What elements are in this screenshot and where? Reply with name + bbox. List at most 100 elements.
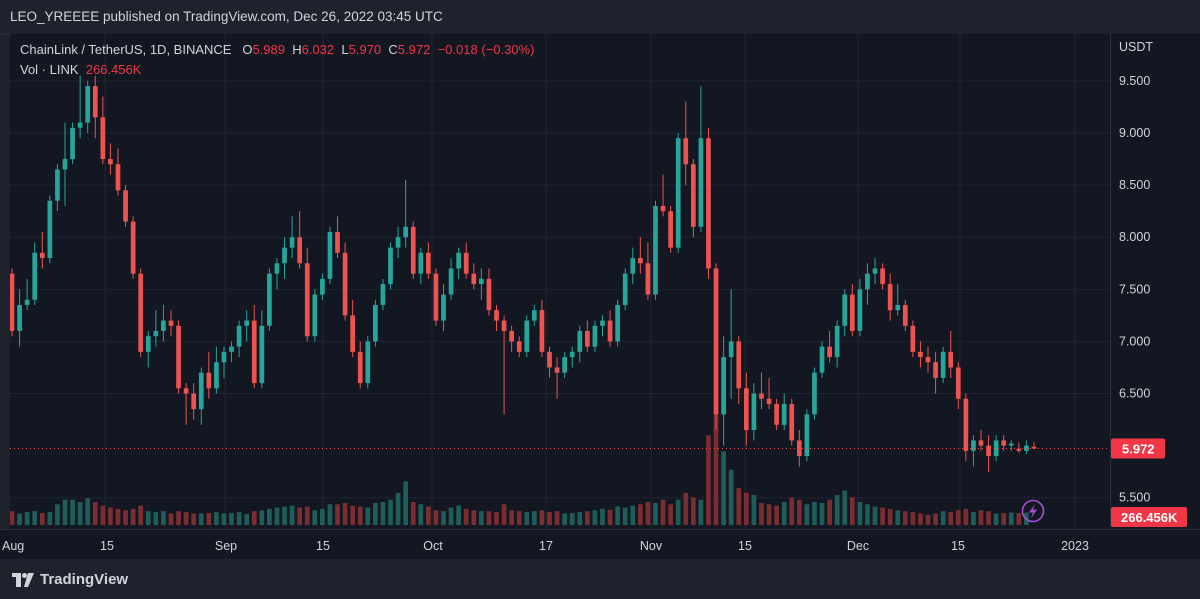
candle-body	[645, 263, 651, 295]
candle-body	[304, 263, 310, 337]
volume-bar	[918, 513, 923, 525]
candle-body	[259, 325, 265, 384]
volume-bar	[85, 498, 91, 525]
volume-bar	[653, 502, 658, 525]
volume-bar	[39, 513, 45, 525]
candle-body	[637, 258, 643, 264]
candle-body	[327, 232, 333, 279]
candle-body	[39, 252, 45, 259]
candle-body	[895, 304, 901, 311]
candle-body	[501, 320, 507, 331]
candle-body	[1001, 440, 1007, 446]
volume-label[interactable]: Vol · LINK	[20, 62, 79, 77]
candle-body	[335, 232, 340, 253]
candle-body	[524, 320, 530, 352]
volume-bar	[342, 502, 348, 525]
tradingview-logo[interactable]: TradingView	[12, 571, 128, 588]
candle-body	[668, 211, 673, 248]
volume-bar	[978, 510, 984, 525]
volume-bar	[743, 492, 749, 525]
candle-body	[115, 164, 121, 191]
candle-body	[819, 346, 825, 373]
lightning-icon[interactable]	[1021, 499, 1045, 523]
candle-body	[600, 320, 605, 326]
candle-body	[24, 299, 30, 305]
candle-body	[910, 325, 916, 352]
candle-body	[562, 357, 567, 373]
candle-body	[403, 226, 409, 238]
time-axis[interactable]: Aug 15 Sep 15 Oct 17 Nov 15 Dec 15 2023	[0, 529, 1200, 560]
candle-body	[161, 320, 166, 331]
candle-body	[963, 398, 969, 451]
time-tick-label: 15	[100, 539, 114, 553]
volume-bar	[728, 469, 734, 525]
price-tick-label: 9.000	[1119, 126, 1150, 140]
volume-bar	[479, 511, 484, 525]
candle-body	[380, 284, 386, 305]
volume-bar	[403, 481, 409, 525]
candle-body	[320, 278, 325, 295]
candle-body	[585, 331, 590, 347]
candle-body	[206, 372, 212, 389]
time-tick-label: 17	[539, 539, 553, 553]
candle-body	[880, 268, 885, 285]
candle-body	[191, 393, 197, 410]
last-volume-tag	[1111, 507, 1187, 527]
candle-body	[100, 117, 106, 160]
volume-bar	[380, 502, 386, 525]
price-tick-label: 7.500	[1119, 282, 1150, 296]
volume-bar	[630, 505, 636, 525]
time-tick-label: 15	[951, 539, 965, 553]
volume-bar	[433, 510, 439, 525]
candle-body	[448, 268, 454, 295]
candle-body	[221, 351, 227, 363]
volume-bar	[259, 510, 265, 525]
candle-body	[92, 86, 98, 118]
volume-bar	[789, 497, 795, 525]
volume-bar	[108, 507, 113, 525]
candle-body	[925, 357, 931, 363]
time-tick-label: Sep	[215, 539, 237, 553]
volume-bar	[698, 499, 704, 525]
tradingview-logo-icon	[12, 572, 34, 587]
volume-bar	[456, 505, 461, 525]
candle-body	[282, 247, 287, 264]
price-axis[interactable]: USDT 9.500 9.000 8.500 8.000 7.500 7.000 6.500 5…	[1110, 34, 1200, 529]
volume-bar	[857, 502, 863, 525]
volume-bar	[993, 513, 999, 525]
volume-bar	[10, 511, 15, 525]
volume-bar	[827, 499, 832, 525]
candle-body	[312, 294, 318, 337]
symbol-label[interactable]: ChainLink / TetherUS, 1D, BINANCE	[20, 42, 232, 57]
volume-bar	[600, 508, 605, 525]
volume-bar	[516, 511, 522, 525]
low-value: 5.970	[348, 42, 382, 57]
top-bar: LEO_YREEEE published on TradingView.com,…	[0, 0, 1200, 35]
volume-bar	[410, 502, 416, 525]
volume-bar	[804, 504, 810, 525]
candle-body	[433, 273, 439, 321]
candle-body	[690, 164, 696, 227]
candle-body	[789, 403, 795, 441]
volume-bar	[849, 497, 855, 525]
volume-bar	[426, 506, 431, 525]
candle-body	[418, 252, 424, 274]
candle-body	[955, 367, 961, 399]
candle-body	[10, 273, 15, 331]
time-tick-label: 15	[738, 539, 752, 553]
volume-bar	[100, 505, 106, 525]
volume-bar	[365, 507, 371, 525]
volume-bar	[713, 414, 719, 525]
volume-bar	[933, 513, 938, 525]
candle-body	[32, 252, 38, 300]
candle-body	[781, 403, 787, 425]
bottom-bar: TradingView	[0, 559, 1200, 599]
price-tick-label: 5.500	[1119, 491, 1150, 505]
chart-area[interactable]	[10, 34, 1110, 529]
candle-body	[971, 440, 976, 451]
volume-bar	[645, 502, 651, 525]
volume-bar	[532, 511, 537, 525]
volume-bar	[229, 513, 234, 525]
candlestick-chart[interactable]	[10, 34, 1110, 529]
candle-body	[486, 278, 492, 311]
